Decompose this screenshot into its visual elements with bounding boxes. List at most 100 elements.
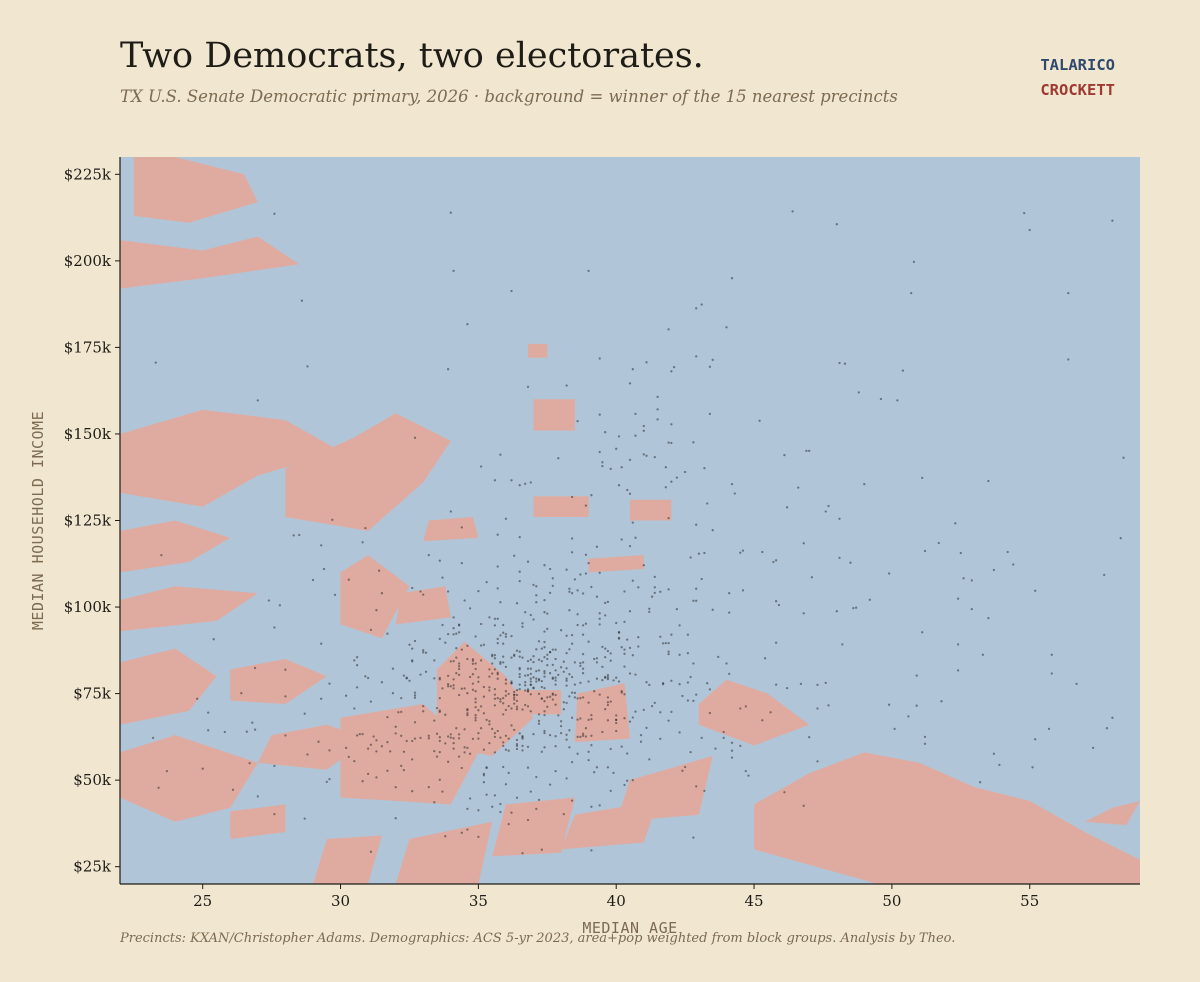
precinct-point (570, 551, 574, 554)
precinct-point (353, 759, 356, 763)
precinct-point (692, 699, 695, 703)
precinct-point (474, 719, 477, 722)
precinct-point (507, 749, 510, 752)
precinct-point (1006, 550, 1009, 554)
precinct-point (675, 476, 679, 479)
precinct-point (529, 667, 532, 670)
precinct-point (499, 601, 502, 604)
precinct-point (706, 502, 709, 505)
precinct-point (201, 767, 204, 770)
precinct-point (623, 652, 626, 655)
precinct-point (562, 708, 565, 711)
precinct-point (504, 665, 508, 669)
precinct-point (664, 466, 667, 469)
precinct-point (521, 622, 524, 625)
precinct-point (816, 707, 819, 710)
precinct-point (449, 660, 452, 663)
precinct-point (579, 573, 582, 576)
precinct-point (526, 705, 530, 708)
precinct-point (411, 660, 414, 663)
precinct-point (637, 645, 640, 648)
precinct-point (551, 648, 554, 651)
precinct-point (521, 749, 524, 752)
precinct-point (537, 719, 541, 723)
precinct-point (446, 674, 450, 678)
precinct-point (548, 672, 552, 675)
precinct-point (581, 633, 585, 636)
precinct-point (466, 807, 469, 811)
crockett-region-28 (630, 499, 672, 521)
precinct-point (631, 368, 634, 371)
precinct-point (604, 647, 607, 650)
precinct-point (593, 657, 596, 661)
precinct-point (438, 750, 441, 754)
precinct-point (361, 732, 364, 736)
precinct-point (708, 711, 712, 715)
precinct-point (344, 694, 348, 697)
precinct-point (838, 556, 841, 560)
precinct-point (559, 720, 563, 723)
precinct-point (413, 696, 417, 699)
precinct-point (361, 780, 364, 783)
x-tick-label: 30 (331, 892, 350, 910)
precinct-point (518, 655, 521, 658)
precinct-point (579, 696, 582, 700)
precinct-point (615, 718, 618, 722)
precinct-point (551, 584, 554, 588)
precinct-point (653, 701, 656, 705)
crockett-region-29 (588, 555, 644, 573)
precinct-point (581, 667, 585, 670)
precinct-point (634, 434, 637, 437)
precinct-point (604, 601, 607, 605)
precinct-point (526, 766, 530, 769)
precinct-point (923, 735, 927, 739)
precinct-point (391, 692, 395, 695)
precinct-point (499, 660, 502, 664)
precinct-point (648, 758, 651, 761)
precinct-point (562, 670, 565, 673)
precinct-point (774, 559, 778, 562)
precinct-point (595, 657, 599, 660)
precinct-point (565, 684, 568, 687)
precinct-point (380, 592, 384, 595)
precinct-point (598, 413, 601, 416)
precinct-point (642, 708, 645, 712)
crockett-region-2 (120, 586, 258, 632)
precinct-point (535, 775, 538, 779)
precinct-point (686, 633, 690, 636)
precinct-point (435, 732, 439, 735)
precinct-point (493, 657, 497, 660)
precinct-point (493, 479, 497, 482)
precinct-point (548, 783, 552, 786)
precinct-point (521, 735, 524, 738)
crockett-region-19 (395, 821, 493, 884)
precinct-point (604, 656, 607, 659)
precinct-point (375, 776, 378, 779)
precinct-point (488, 689, 491, 692)
precinct-point (510, 634, 513, 638)
precinct-point (645, 361, 648, 364)
precinct-point (623, 665, 626, 668)
precinct-point (154, 361, 157, 364)
precinct-point (284, 734, 287, 737)
precinct-point (212, 638, 215, 641)
precinct-point (532, 655, 535, 658)
precinct-point (452, 659, 455, 663)
precinct-point (785, 506, 789, 509)
precinct-point (645, 726, 648, 730)
precinct-point (568, 590, 571, 593)
precinct-point (306, 753, 309, 756)
precinct-point (623, 620, 626, 624)
precinct-point (659, 590, 662, 593)
precinct-point (703, 789, 706, 793)
precinct-point (604, 614, 607, 617)
precinct-point (422, 710, 425, 713)
precinct-point (910, 291, 913, 295)
precinct-point (1091, 746, 1095, 750)
precinct-point (515, 738, 519, 742)
precinct-point (717, 655, 720, 659)
precinct-point (452, 687, 455, 690)
crockett-region-7 (285, 413, 451, 531)
precinct-point (488, 668, 491, 671)
precinct-point (791, 210, 794, 213)
